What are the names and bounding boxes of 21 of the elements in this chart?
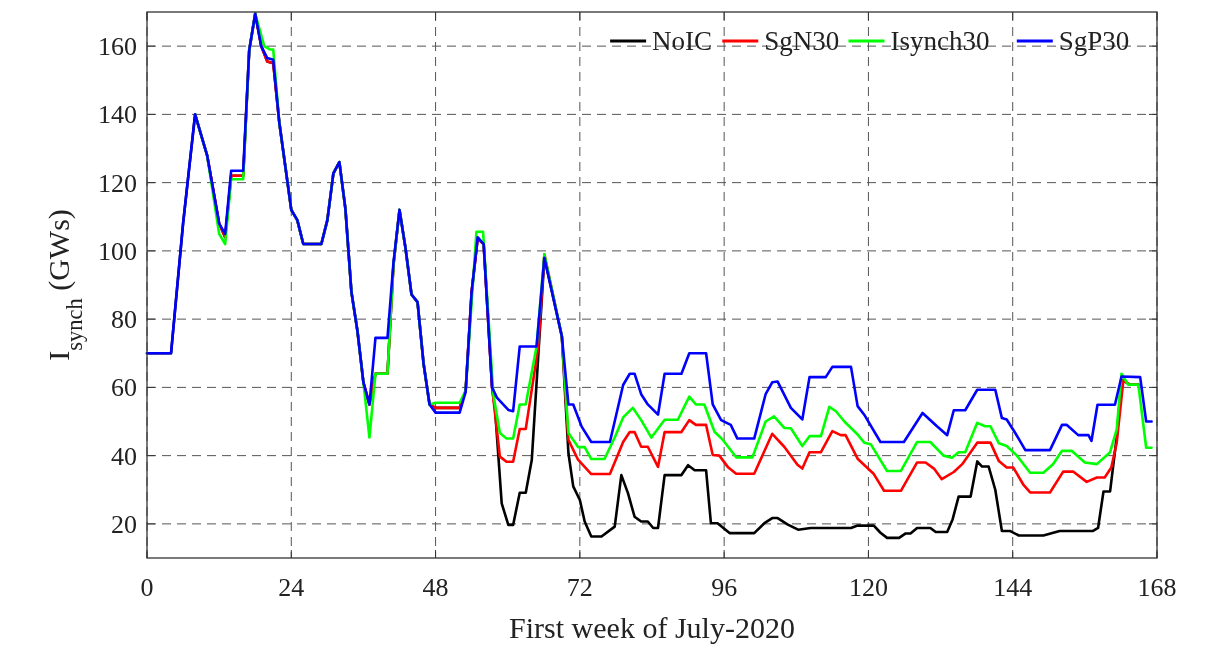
- x-tick-label: 24: [278, 573, 305, 602]
- x-tick-label: 120: [848, 573, 888, 602]
- x-axis-title: First week of July-2020: [509, 611, 795, 644]
- legend-label: SgN30: [764, 26, 840, 56]
- y-tick-label: 40: [111, 441, 137, 471]
- x-tick-label: 144: [993, 573, 1033, 602]
- x-tick-label: 72: [566, 573, 593, 602]
- y-tick-label: 160: [98, 32, 137, 62]
- y-tick-label: 100: [98, 236, 137, 266]
- y-tick-label: 120: [98, 168, 137, 198]
- y-tick-label: 60: [111, 373, 137, 403]
- legend-label: Isynch30: [890, 26, 990, 56]
- x-tick-label: 168: [1137, 573, 1177, 602]
- y-tick-label: 80: [111, 305, 137, 335]
- x-tick-label: 96: [711, 573, 738, 602]
- x-tick-label: 48: [422, 573, 449, 602]
- y-tick-label: 140: [98, 100, 137, 130]
- x-tick-label: 0: [140, 573, 154, 602]
- legend-label: SgP30: [1058, 26, 1130, 56]
- legend-label: NoIC: [652, 26, 713, 56]
- y-tick-label: 20: [111, 509, 137, 539]
